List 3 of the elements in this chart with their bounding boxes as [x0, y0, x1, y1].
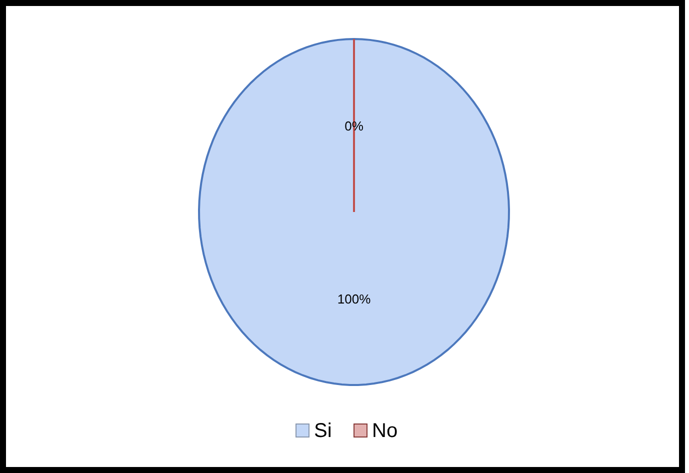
data-label: 100%: [337, 292, 372, 306]
legend-label: No: [372, 420, 398, 442]
legend-label: Si: [314, 420, 332, 442]
